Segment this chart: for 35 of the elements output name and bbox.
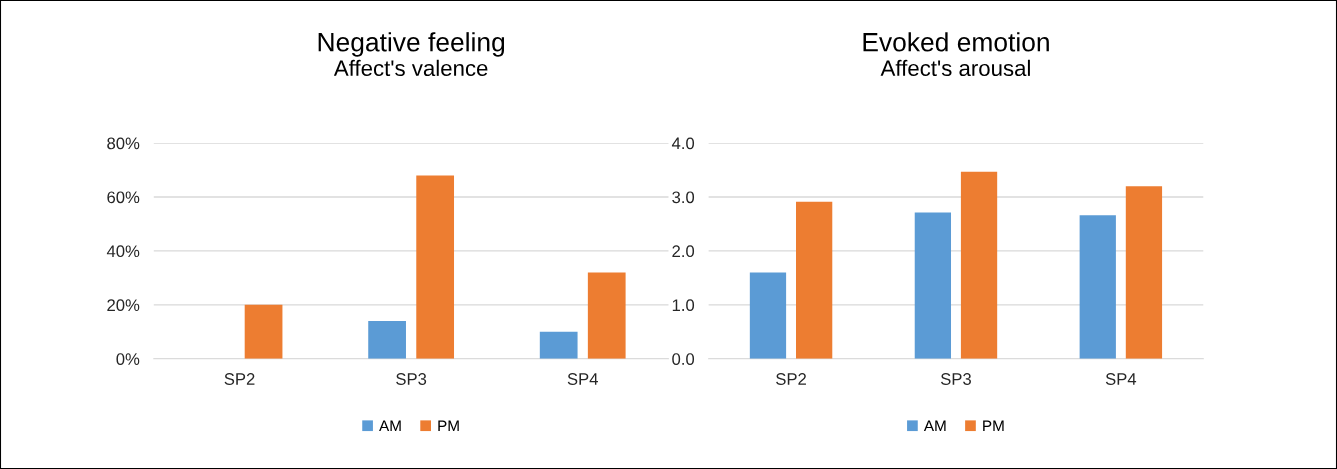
y-tick-label: 0.0 xyxy=(672,353,695,365)
y-tick-label: 60% xyxy=(107,191,140,204)
bar xyxy=(539,331,578,359)
x-tick-label: SP4 xyxy=(1105,373,1137,385)
legend-label: PM xyxy=(438,420,459,432)
x-tick-label: SP4 xyxy=(567,373,598,385)
y-tick-label: 3.0 xyxy=(672,191,695,204)
chart-title: Evoked emotion xyxy=(863,32,1049,52)
y-tick-label: 20% xyxy=(107,299,140,312)
y-tick-label: 4.0 xyxy=(671,137,695,150)
bar xyxy=(1079,215,1116,359)
bar xyxy=(244,304,283,359)
legend-label: PM xyxy=(983,420,1004,432)
y-tick-label: 0% xyxy=(116,353,140,365)
y-tick-label: 2.0 xyxy=(672,245,695,258)
chart-subtitle: Affect's valence xyxy=(333,59,488,77)
chart-title: Negative feeling xyxy=(318,32,505,57)
y-tick-label: 40% xyxy=(106,245,140,258)
bar xyxy=(749,272,787,359)
x-tick-label: SP2 xyxy=(224,373,255,385)
x-tick-label: SP3 xyxy=(940,373,971,385)
bar xyxy=(960,171,998,359)
bar xyxy=(1125,186,1163,359)
bar xyxy=(796,201,833,359)
x-tick-label: SP3 xyxy=(396,373,427,385)
bar xyxy=(587,272,626,359)
bar xyxy=(416,175,455,359)
y-tick-label: 1.0 xyxy=(672,299,695,312)
legend-label: AM xyxy=(923,420,946,432)
x-tick-label: SP2 xyxy=(776,373,806,385)
y-tick-label: 80% xyxy=(107,137,140,150)
bar xyxy=(368,321,406,359)
chart-subtitle: Affect's arousal xyxy=(880,59,1030,77)
legend-label: AM xyxy=(379,420,401,432)
bar xyxy=(914,212,952,359)
